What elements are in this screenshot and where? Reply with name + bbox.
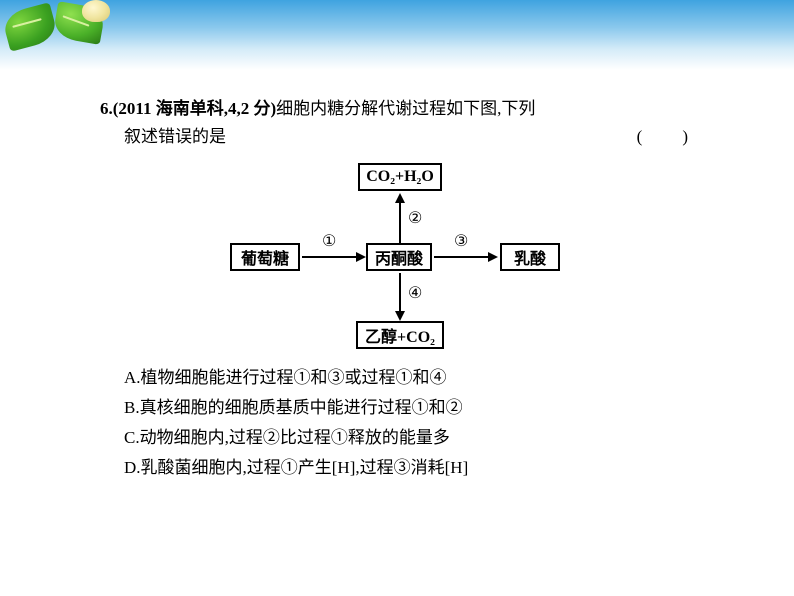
arrow-2 (399, 201, 401, 243)
bug-icon (82, 0, 110, 22)
options-list: A.植物细胞能进行过程①和③或过程①和④ B.真核细胞的细胞质基质中能进行过程①… (100, 363, 700, 483)
question-stem-line1: 6.(2011 海南单科,4,2 分)细胞内糖分解代谢过程如下图,下列 (100, 95, 700, 123)
node-ethanol: 乙醇+CO₂ (356, 321, 444, 349)
leaf-icon (1, 2, 59, 52)
answer-blank: ( ) (637, 123, 690, 151)
question-stem-line2: 叙述错误的是 ( ) (100, 123, 700, 151)
option-c: C.动物细胞内,过程②比过程①释放的能量多 (100, 423, 700, 453)
arrow-1 (302, 256, 358, 258)
node-pyruvate: 丙酮酸 (366, 243, 432, 271)
label-2: ② (408, 208, 422, 228)
option-b: B.真核细胞的细胞质基质中能进行过程①和② (100, 393, 700, 423)
leaf-decoration (0, 0, 130, 60)
arrowhead-1 (356, 252, 366, 262)
arrowhead-2 (395, 193, 405, 203)
question-number: 6. (100, 99, 113, 118)
metabolism-diagram: CO₂+H₂O 葡萄糖 丙酮酸 乳酸 乙醇+CO₂ ① ② ③ ④ (210, 163, 590, 353)
question-content: 6.(2011 海南单科,4,2 分)细胞内糖分解代谢过程如下图,下列 叙述错误… (100, 95, 700, 483)
node-glucose: 葡萄糖 (230, 243, 300, 271)
option-a: A.植物细胞能进行过程①和③或过程①和④ (100, 363, 700, 393)
question-stem-text2: 叙述错误的是 (124, 127, 226, 146)
question-stem-text1: 细胞内糖分解代谢过程如下图,下列 (276, 99, 535, 118)
arrow-3 (434, 256, 490, 258)
label-3: ③ (454, 231, 468, 251)
node-lactate: 乳酸 (500, 243, 560, 271)
arrowhead-3 (488, 252, 498, 262)
question-source: (2011 海南单科,4,2 分) (113, 99, 276, 118)
node-co2-h2o: CO₂+H₂O (358, 163, 442, 191)
label-1: ① (322, 231, 336, 251)
arrow-4 (399, 273, 401, 313)
label-4: ④ (408, 283, 422, 303)
arrowhead-4 (395, 311, 405, 321)
option-d: D.乳酸菌细胞内,过程①产生[H],过程③消耗[H] (100, 453, 700, 483)
